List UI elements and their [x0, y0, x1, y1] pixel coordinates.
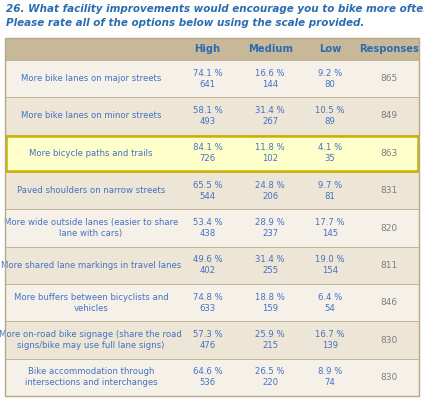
- FancyBboxPatch shape: [5, 247, 419, 284]
- Text: 16.6 %
144: 16.6 % 144: [255, 69, 285, 89]
- FancyBboxPatch shape: [5, 38, 419, 60]
- Text: 4.1 %
35: 4.1 % 35: [318, 143, 342, 163]
- FancyBboxPatch shape: [5, 135, 419, 172]
- Text: More bike lanes on major streets: More bike lanes on major streets: [21, 74, 161, 83]
- Text: 10.5 %
89: 10.5 % 89: [315, 106, 345, 126]
- Text: 28.9 %
237: 28.9 % 237: [255, 218, 285, 238]
- FancyBboxPatch shape: [5, 60, 419, 97]
- Text: 820: 820: [380, 224, 397, 232]
- Text: Responses: Responses: [359, 44, 418, 54]
- Text: 84.1 %
726: 84.1 % 726: [192, 143, 222, 163]
- Text: 865: 865: [380, 74, 397, 83]
- Text: Low: Low: [319, 44, 341, 54]
- Text: 19.0 %
154: 19.0 % 154: [315, 255, 345, 275]
- Text: More buffers between bicyclists and
vehicles: More buffers between bicyclists and vehi…: [14, 293, 168, 313]
- Text: 846: 846: [380, 298, 397, 307]
- Text: Bike accommodation through
intersections and interchanges: Bike accommodation through intersections…: [25, 367, 157, 387]
- Text: 9.2 %
80: 9.2 % 80: [318, 69, 342, 89]
- Text: 74.8 %
633: 74.8 % 633: [192, 293, 222, 313]
- Text: 26.5 %
220: 26.5 % 220: [255, 367, 285, 387]
- Text: 831: 831: [380, 186, 397, 195]
- Text: 849: 849: [380, 112, 397, 120]
- FancyBboxPatch shape: [5, 284, 419, 321]
- FancyBboxPatch shape: [5, 97, 419, 135]
- Text: Medium: Medium: [248, 44, 293, 54]
- Text: 9.7 %
81: 9.7 % 81: [318, 181, 342, 201]
- Text: 57.3 %
476: 57.3 % 476: [192, 330, 222, 350]
- Text: 31.4 %
267: 31.4 % 267: [255, 106, 285, 126]
- Text: 11.8 %
102: 11.8 % 102: [255, 143, 285, 163]
- Text: 17.7 %
145: 17.7 % 145: [315, 218, 345, 238]
- Text: More bicycle paths and trails: More bicycle paths and trails: [29, 149, 153, 158]
- Text: 8.9 %
74: 8.9 % 74: [318, 367, 343, 387]
- Text: More shared lane markings in travel lanes: More shared lane markings in travel lane…: [1, 261, 181, 270]
- FancyBboxPatch shape: [5, 359, 419, 396]
- FancyBboxPatch shape: [5, 321, 419, 359]
- Text: 24.8 %
206: 24.8 % 206: [255, 181, 285, 201]
- Text: 863: 863: [380, 149, 397, 158]
- Text: High: High: [194, 44, 220, 54]
- Text: Paved shoulders on narrow streets: Paved shoulders on narrow streets: [17, 186, 165, 195]
- Text: 64.6 %
536: 64.6 % 536: [192, 367, 222, 387]
- Text: 16.7 %
139: 16.7 % 139: [315, 330, 345, 350]
- Text: 65.5 %
544: 65.5 % 544: [192, 181, 222, 201]
- Text: 31.4 %
255: 31.4 % 255: [255, 255, 285, 275]
- FancyBboxPatch shape: [5, 209, 419, 247]
- Text: 18.8 %
159: 18.8 % 159: [255, 293, 285, 313]
- Text: 49.6 %
402: 49.6 % 402: [192, 255, 222, 275]
- Text: 74.1 %
641: 74.1 % 641: [192, 69, 222, 89]
- Text: More wide outside lanes (easier to share
lane with cars): More wide outside lanes (easier to share…: [4, 218, 178, 238]
- Text: Please rate all of the options below using the scale provided.: Please rate all of the options below usi…: [6, 18, 364, 28]
- Text: 830: 830: [380, 336, 397, 344]
- Text: 26. What facility improvements would encourage you to bike more often?: 26. What facility improvements would enc…: [6, 4, 424, 14]
- Text: 53.4 %
438: 53.4 % 438: [192, 218, 222, 238]
- Text: 830: 830: [380, 373, 397, 382]
- Text: 25.9 %
215: 25.9 % 215: [255, 330, 285, 350]
- Text: 811: 811: [380, 261, 397, 270]
- Text: More on-road bike signage (share the road
signs/bike may use full lane signs): More on-road bike signage (share the roa…: [0, 330, 182, 350]
- FancyBboxPatch shape: [5, 172, 419, 209]
- Text: 6.4 %
54: 6.4 % 54: [318, 293, 342, 313]
- Text: 58.1 %
493: 58.1 % 493: [192, 106, 222, 126]
- Text: More bike lanes on minor streets: More bike lanes on minor streets: [21, 112, 161, 120]
